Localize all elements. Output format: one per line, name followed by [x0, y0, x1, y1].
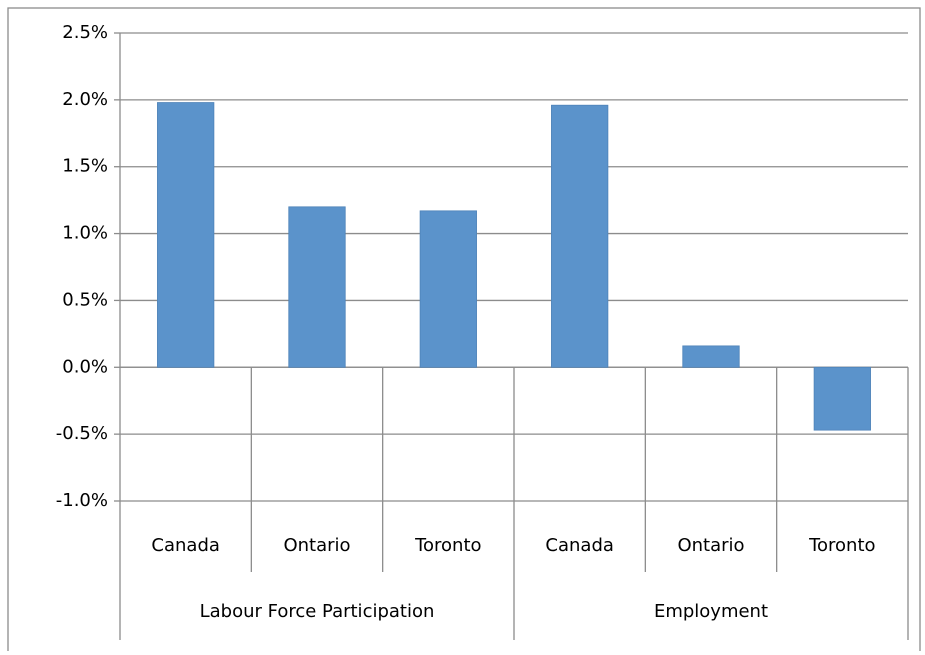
- x-tick-label: Canada: [151, 535, 220, 556]
- y-tick-label: 1.0%: [62, 223, 108, 244]
- x-tick-label: Toronto: [808, 535, 875, 556]
- bar: [157, 102, 215, 368]
- chart-frame: [7, 7, 921, 655]
- x-tick-label: Ontario: [283, 535, 350, 556]
- y-tick-label: 0.0%: [62, 356, 108, 377]
- y-tick-label: 2.5%: [62, 22, 108, 43]
- group-label: Labour Force Participation: [200, 601, 435, 622]
- y-tick-label: 0.5%: [62, 289, 108, 310]
- x-tick-label: Ontario: [677, 535, 744, 556]
- y-tick-label: -0.5%: [56, 423, 108, 444]
- bar: [682, 345, 740, 368]
- x-tick-label: Canada: [545, 535, 614, 556]
- y-tick-label: 1.5%: [62, 156, 108, 177]
- bar: [551, 104, 609, 368]
- bar: [419, 210, 477, 368]
- y-tick-label: -1.0%: [56, 490, 108, 511]
- y-tick-label: 2.0%: [62, 89, 108, 110]
- bar: [813, 366, 871, 431]
- bar: [288, 206, 346, 368]
- x-tick-label: Toronto: [414, 535, 481, 556]
- group-label: Employment: [654, 601, 768, 622]
